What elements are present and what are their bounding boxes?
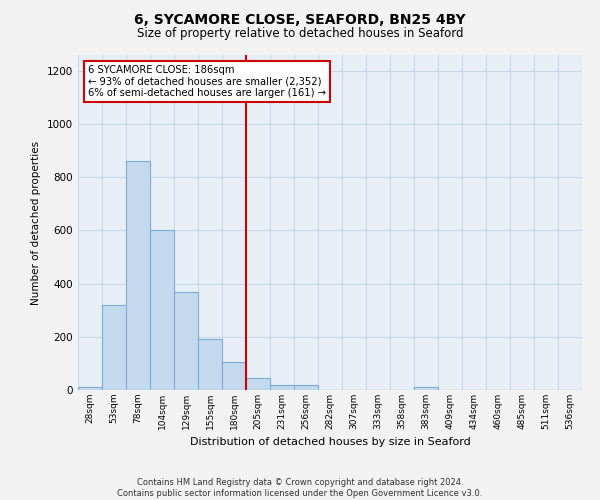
Bar [150,230,174,390]
Bar [174,292,198,390]
X-axis label: Distribution of detached houses by size in Seaford: Distribution of detached houses by size … [190,438,470,448]
Text: Size of property relative to detached houses in Seaford: Size of property relative to detached ho… [137,28,463,40]
Text: 6, SYCAMORE CLOSE, SEAFORD, BN25 4BY: 6, SYCAMORE CLOSE, SEAFORD, BN25 4BY [134,12,466,26]
Bar [222,362,246,390]
Text: Contains HM Land Registry data © Crown copyright and database right 2024.
Contai: Contains HM Land Registry data © Crown c… [118,478,482,498]
Bar [102,305,126,390]
Bar [414,388,438,390]
Bar [198,340,222,390]
Bar [270,384,294,390]
Bar [78,388,102,390]
Bar [126,162,150,390]
Bar [294,385,318,390]
Bar [246,378,270,390]
Y-axis label: Number of detached properties: Number of detached properties [31,140,41,304]
Text: 6 SYCAMORE CLOSE: 186sqm
← 93% of detached houses are smaller (2,352)
6% of semi: 6 SYCAMORE CLOSE: 186sqm ← 93% of detach… [88,65,326,98]
